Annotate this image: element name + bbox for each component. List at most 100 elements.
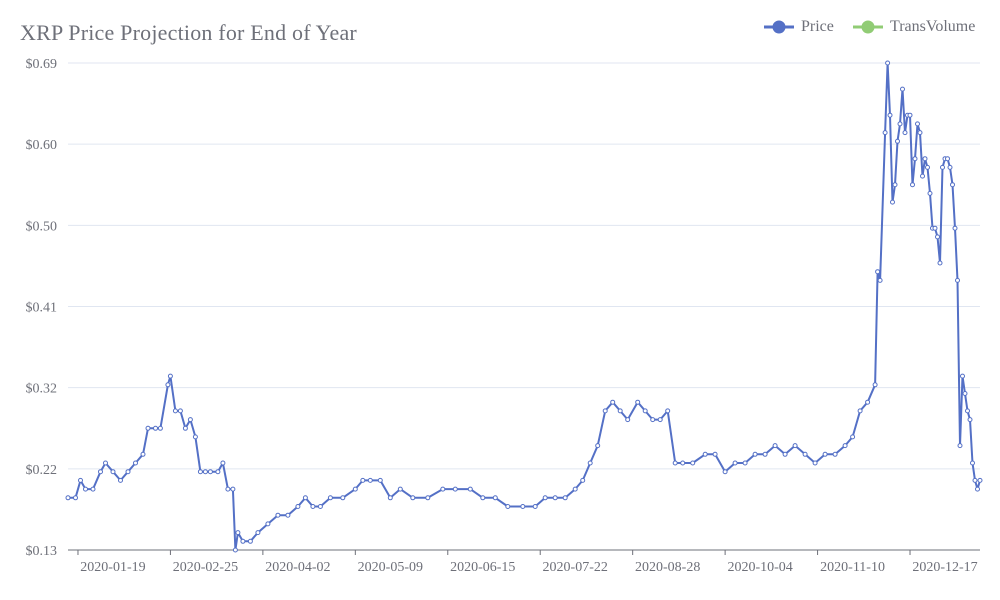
data-point-price xyxy=(657,417,663,423)
data-point-price xyxy=(812,460,818,466)
chart-title: XRP Price Projection for End of Year xyxy=(20,20,357,45)
data-point-price xyxy=(907,112,913,118)
data-point-price xyxy=(965,408,970,414)
data-point-price xyxy=(220,460,226,466)
y-tick-label: $0.32 xyxy=(26,382,58,397)
data-point-price xyxy=(895,138,900,144)
data-point-price xyxy=(937,260,943,266)
data-point-price xyxy=(917,130,923,136)
data-point-price xyxy=(922,156,928,162)
data-point-price xyxy=(842,443,848,449)
data-point-price xyxy=(742,460,748,466)
data-point-price xyxy=(625,417,631,423)
data-point-price xyxy=(480,495,486,501)
data-point-price xyxy=(90,486,96,492)
data-point-price xyxy=(635,399,641,405)
x-tick-label: 2020-10-04 xyxy=(727,560,792,575)
data-point-price xyxy=(617,408,623,414)
data-point-price xyxy=(317,504,323,509)
data-point-price xyxy=(187,417,193,423)
x-tick-label: 2020-02-25 xyxy=(173,560,238,575)
x-tick-label: 2020-01-19 xyxy=(80,560,145,575)
data-point-price xyxy=(580,477,586,483)
data-point-price xyxy=(857,408,863,414)
legend-item-price[interactable]: Price xyxy=(763,18,834,36)
x-tick-label: 2020-05-09 xyxy=(358,560,423,575)
data-point-price xyxy=(285,512,291,518)
data-point-price xyxy=(230,486,236,492)
data-point-price xyxy=(920,173,925,179)
data-point-price xyxy=(255,530,261,536)
data-point-price xyxy=(872,382,878,388)
data-point-price xyxy=(782,451,788,457)
data-point-price xyxy=(302,495,308,501)
data-point-price xyxy=(202,469,208,475)
data-point-price xyxy=(690,460,696,466)
data-point-price xyxy=(83,486,88,492)
data-point-price xyxy=(145,425,151,431)
data-point-price xyxy=(822,451,828,457)
data-point-price xyxy=(78,477,83,483)
data-point-price xyxy=(520,504,526,509)
data-point-price xyxy=(425,495,431,501)
data-point-price xyxy=(492,495,498,501)
y-tick-label: $0.22 xyxy=(26,463,58,478)
data-point-price xyxy=(910,182,915,188)
data-point-price xyxy=(352,486,358,492)
data-point-price xyxy=(247,538,253,544)
data-point-price xyxy=(887,112,893,118)
x-tick-label: 2020-04-02 xyxy=(265,560,330,575)
data-point-price xyxy=(902,130,908,136)
data-point-price xyxy=(562,495,568,501)
data-point-price xyxy=(927,190,933,196)
data-point-price xyxy=(167,373,173,379)
data-point-price xyxy=(240,538,246,544)
data-point-price xyxy=(73,495,78,501)
data-point-price xyxy=(802,451,808,457)
data-point-price xyxy=(295,504,301,509)
data-point-price xyxy=(850,434,856,440)
data-point-price xyxy=(103,460,108,466)
data-point-price xyxy=(172,408,178,414)
legend-transvolume-swatch xyxy=(853,20,883,34)
data-point-price xyxy=(940,164,945,170)
data-point-price xyxy=(153,425,158,431)
data-point-price xyxy=(98,469,103,475)
y-axis-labels: $0.13 $0.22 $0.32 $0.41 $0.50 $0.60 $0.69 xyxy=(26,57,58,559)
legend-item-transvolume[interactable]: TransVolume xyxy=(852,18,975,36)
data-point-price xyxy=(897,121,903,127)
data-point-price xyxy=(892,182,898,188)
data-point-price xyxy=(865,399,871,405)
data-point-price xyxy=(340,495,346,501)
data-point-price xyxy=(310,504,316,509)
data-point-price xyxy=(327,495,333,501)
legend-transvolume-label: TransVolume xyxy=(890,18,976,35)
data-point-price xyxy=(215,469,221,475)
data-point-price xyxy=(702,451,708,457)
data-point-price xyxy=(977,477,983,483)
data-point-price xyxy=(125,469,131,475)
data-point-price xyxy=(440,486,446,492)
series-layer xyxy=(65,60,983,553)
data-point-price xyxy=(377,477,383,483)
data-point-price xyxy=(900,86,905,92)
data-point-price xyxy=(762,451,768,457)
legend-price-swatch xyxy=(764,20,794,34)
data-point-price xyxy=(387,495,393,501)
data-point-price xyxy=(932,225,938,231)
data-point-price xyxy=(192,434,198,440)
data-point-price xyxy=(772,443,778,449)
data-point-price xyxy=(672,460,678,466)
data-point-price xyxy=(975,486,980,492)
data-point-price xyxy=(207,469,213,475)
data-point-price xyxy=(610,399,616,405)
data-point-price xyxy=(955,277,960,283)
data-point-price xyxy=(505,504,511,509)
data-point-price xyxy=(275,512,281,518)
data-point-price xyxy=(165,382,171,388)
data-point-price xyxy=(157,425,163,431)
data-point-price xyxy=(650,417,656,423)
data-point-price xyxy=(950,182,955,188)
data-point-price xyxy=(890,199,895,205)
data-point-price xyxy=(397,486,403,492)
